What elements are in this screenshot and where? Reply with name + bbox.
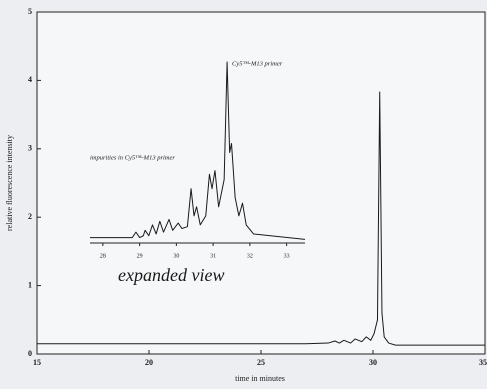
x-tick-label: 33 <box>284 253 290 259</box>
inset-caption: expanded view <box>118 265 224 285</box>
x-tick-label: 29 <box>137 253 143 259</box>
x-tick-label: 28 <box>100 253 106 259</box>
x-tick-label: 31 <box>210 253 216 259</box>
y-tick-label: 1 <box>28 280 32 289</box>
trace <box>37 91 485 346</box>
y-tick-label: 4 <box>28 75 32 84</box>
y-tick-label: 3 <box>28 144 32 153</box>
x-axis-label: time in minutes <box>235 374 285 383</box>
x-tick-label: 15 <box>33 358 41 367</box>
x-tick-label: 20 <box>145 358 153 367</box>
trace <box>90 61 306 240</box>
y-tick-label: 0 <box>28 349 32 358</box>
x-tick-label: 32 <box>247 253 253 259</box>
annotation: impurities in Cy5™-M13 primer <box>90 154 175 161</box>
x-tick-label: 35 <box>479 358 487 367</box>
plot-frame <box>36 11 486 355</box>
y-axis-label: relative fluorescence intensity <box>5 135 14 231</box>
y-tick-label: 5 <box>28 7 32 16</box>
annotation: Cy5™-M13 primer <box>232 60 283 67</box>
x-tick-label: 30 <box>173 253 179 259</box>
y-tick-label: 2 <box>28 212 32 221</box>
x-tick-label: 30 <box>369 358 377 367</box>
x-tick-label: 25 <box>257 358 265 367</box>
